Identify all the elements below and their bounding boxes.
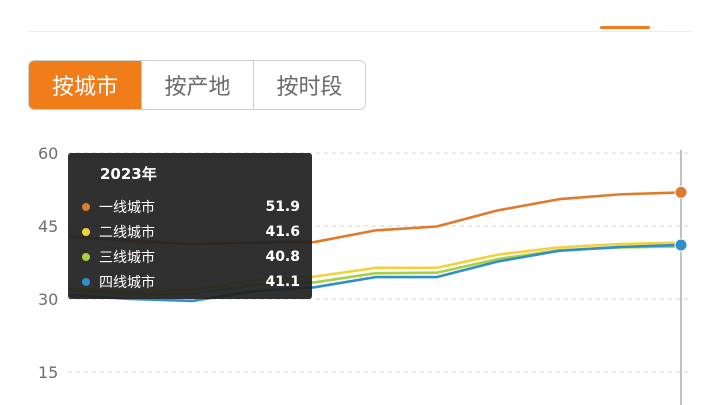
series-line-4 xyxy=(69,243,682,303)
tooltip-series-value: 41.1 xyxy=(265,273,300,290)
tooltip-row-tier3: 三线城市 40.8 xyxy=(82,244,300,269)
y-tick-label: 15 xyxy=(38,363,58,382)
tier3-legend-dot xyxy=(82,252,90,261)
tier1-legend-dot xyxy=(82,202,90,211)
tooltip-row-tier4: 四线城市 41.1 xyxy=(82,269,300,294)
tooltip-series-name: 三线城市 xyxy=(99,249,155,266)
active-tab-indicator xyxy=(600,26,650,29)
tab-by-period[interactable]: 按时段 xyxy=(253,61,365,109)
chart-tooltip: 2023年 一线城市 51.9 二线城市 41.6 三线城市 40.8 四线城市… xyxy=(68,153,312,299)
tier2-legend-dot xyxy=(82,227,90,236)
series-endpoint-4[interactable] xyxy=(674,238,688,252)
top-divider xyxy=(28,31,692,32)
tooltip-series-name: 四线城市 xyxy=(99,274,155,291)
tooltip-series-name: 二线城市 xyxy=(99,224,155,241)
tooltip-series-name: 一线城市 xyxy=(99,199,155,216)
dimension-tabs: 按城市 按产地 按时段 xyxy=(28,60,366,110)
series-endpoint-1[interactable] xyxy=(674,185,688,199)
tooltip-title: 2023年 xyxy=(100,165,157,183)
tooltip-series-value: 51.9 xyxy=(265,198,300,215)
y-tick-label: 30 xyxy=(38,290,58,309)
tab-by-city[interactable]: 按城市 xyxy=(29,61,141,109)
tooltip-row-tier1: 一线城市 51.9 xyxy=(82,194,300,219)
tier4-legend-dot xyxy=(82,277,90,286)
tab-by-origin[interactable]: 按产地 xyxy=(141,61,253,109)
tooltip-series-value: 40.8 xyxy=(265,248,300,265)
tooltip-row-tier2: 二线城市 41.6 xyxy=(82,219,300,244)
tooltip-series-value: 41.6 xyxy=(265,223,300,240)
y-tick-label: 60 xyxy=(38,144,58,163)
y-tick-label: 45 xyxy=(38,217,58,236)
